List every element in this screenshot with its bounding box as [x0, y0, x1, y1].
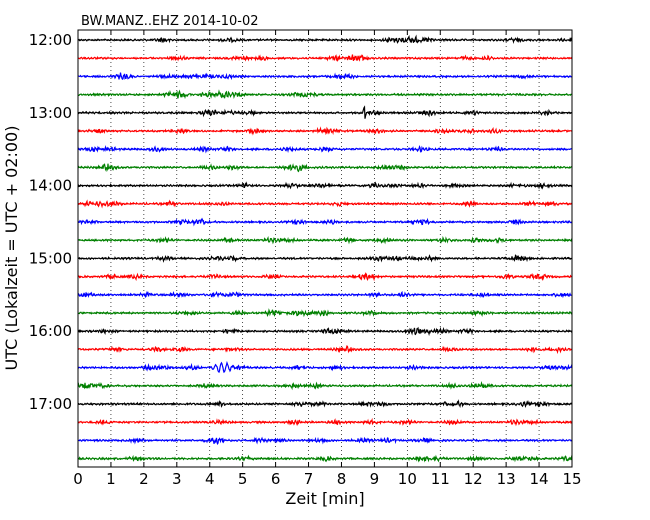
- x-tick-label: 12: [464, 470, 483, 488]
- trace-row: [77, 399, 573, 408]
- chart-title: BW.MANZ..EHZ 2014-10-02: [81, 14, 259, 29]
- x-axis-ticks: 0 1 2 3 4 5 6 7 8 9 10 11 12 13 14 15: [73, 30, 582, 488]
- x-tick-label: 8: [337, 470, 347, 488]
- trace-row: [77, 54, 573, 62]
- trace-row: [77, 181, 573, 190]
- y-tick-label: 12:00: [29, 31, 72, 49]
- x-tick-label: 11: [431, 470, 450, 488]
- trace-row: [77, 89, 573, 100]
- x-tick-label: 5: [238, 470, 248, 488]
- x-tick-label: 7: [304, 470, 314, 488]
- x-tick-label: 3: [172, 470, 182, 488]
- x-tick-label: 14: [530, 470, 549, 488]
- seismogram-traces: [77, 34, 573, 463]
- trace-row: [77, 72, 573, 81]
- trace-row: [77, 254, 573, 263]
- trace-row: [77, 126, 573, 136]
- trace-row: [77, 436, 573, 446]
- x-tick-label: 15: [562, 470, 581, 488]
- x-tick-label: 6: [271, 470, 281, 488]
- y-tick-label: 15:00: [29, 249, 72, 267]
- trace-row: [77, 163, 573, 173]
- y-tick-label: 16:00: [29, 322, 72, 340]
- trace-row: [77, 454, 573, 463]
- x-tick-label: 10: [398, 470, 417, 488]
- trace-row: [77, 360, 573, 374]
- y-tick-label: 13:00: [29, 104, 72, 122]
- trace-row: [77, 34, 573, 45]
- x-tick-label: 9: [370, 470, 380, 488]
- y-tick-label: 17:00: [29, 395, 72, 413]
- trace-row: [77, 271, 573, 282]
- x-tick-label: 1: [106, 470, 116, 488]
- vertical-grid-lines: [110, 30, 540, 467]
- trace-row: [77, 290, 573, 299]
- x-tick-label: 2: [139, 470, 149, 488]
- x-axis-label: Zeit [min]: [285, 489, 364, 508]
- trace-row: [77, 145, 573, 154]
- trace-row: [77, 105, 573, 119]
- trace-row: [77, 235, 573, 245]
- trace-row: [77, 308, 573, 318]
- y-axis-ticks: 12:00 13:00 14:00 15:00 16:00 17:00: [29, 31, 572, 413]
- trace-row: [77, 217, 573, 227]
- y-axis-label: UTC (Lokalzeit = UTC + 02:00): [2, 126, 21, 371]
- x-tick-label: 0: [73, 470, 83, 488]
- trace-row: [77, 345, 573, 355]
- trace-row: [77, 381, 573, 391]
- y-tick-label: 14:00: [29, 177, 72, 195]
- x-tick-label: 13: [497, 470, 516, 488]
- x-tick-label: 4: [205, 470, 215, 488]
- trace-row: [77, 199, 573, 209]
- plot-frame: [77, 29, 573, 468]
- trace-row: [77, 417, 573, 427]
- trace-row: [77, 326, 573, 337]
